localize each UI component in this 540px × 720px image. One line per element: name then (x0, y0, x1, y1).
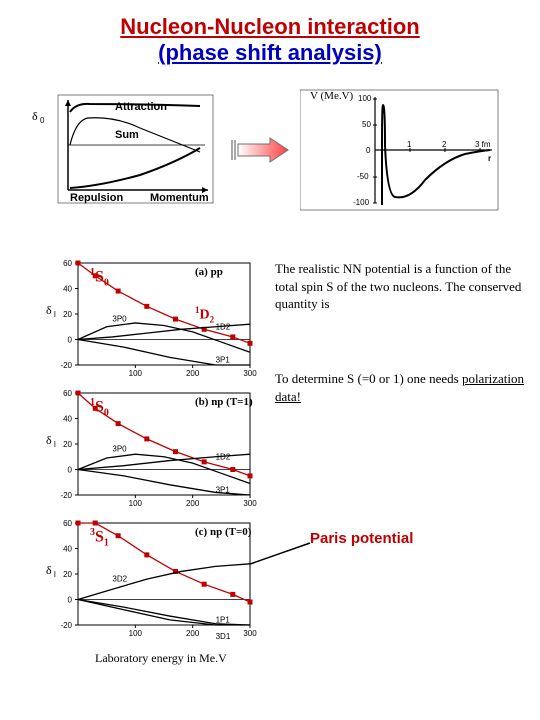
svg-text:100: 100 (129, 629, 143, 638)
svg-text:200: 200 (186, 369, 200, 378)
svg-text:50: 50 (362, 120, 371, 129)
panel-attraction-repulsion: δ 0 Attraction Sum Momentum Repulsion (30, 90, 220, 210)
svg-text:20: 20 (63, 570, 72, 579)
svg-text:r: r (488, 154, 491, 163)
svg-text:40: 40 (63, 545, 72, 554)
svg-text:l: l (54, 440, 56, 449)
page-title: Nucleon-Nucleon interaction (phase shift… (0, 0, 540, 67)
panel-a-pp: -20 0 20 40 60 100 200 300 δl (a) pp 1D2 3P0 3P1 1S0… (40, 255, 260, 385)
svg-text:1D2: 1D2 (216, 452, 231, 461)
svg-text:2: 2 (442, 140, 447, 149)
svg-text:-20: -20 (60, 361, 72, 370)
svg-text:300: 300 (243, 369, 257, 378)
svg-text:40: 40 (63, 415, 72, 424)
svg-text:100: 100 (129, 499, 143, 508)
svg-text:(a) pp: (a) pp (195, 266, 223, 278)
d-wave-label: 1D2 (195, 305, 214, 324)
paris-potential-label: Paris potential (310, 530, 413, 547)
text-determine-s: To determine S (=0 or 1) one needs polar… (275, 370, 525, 405)
svg-text:0: 0 (366, 146, 371, 155)
svg-text:(b) np (T=1): (b) np (T=1) (195, 396, 253, 408)
momentum-label: Momentum (150, 192, 209, 204)
svg-text:(c) np (T=0): (c) np (T=0) (195, 526, 252, 538)
v-mev-label: V (Me.V) (310, 90, 354, 102)
svg-text:3P0: 3P0 (112, 315, 127, 324)
title-line-2: (phase shift analysis) (158, 40, 382, 65)
svg-text:300: 300 (243, 499, 257, 508)
repulsion-label: Repulsion (70, 192, 123, 204)
svg-text:l: l (54, 310, 56, 319)
svg-text:20: 20 (63, 310, 72, 319)
svg-text:3D2: 3D2 (112, 575, 127, 584)
implies-arrow (230, 135, 290, 170)
svg-text:0: 0 (68, 596, 73, 605)
delta0-sub: 0 (40, 116, 45, 125)
svg-text:-20: -20 (60, 621, 72, 630)
svg-text:60: 60 (63, 259, 72, 268)
delta0-label: δ (32, 109, 38, 123)
svg-text:200: 200 (186, 499, 200, 508)
svg-text:60: 60 (63, 519, 72, 528)
svg-text:δ: δ (46, 303, 52, 317)
svg-text:0: 0 (68, 466, 73, 475)
svg-text:20: 20 (63, 440, 72, 449)
svg-text:0: 0 (68, 336, 73, 345)
s-wave-label: 1S0 (90, 267, 109, 289)
svg-text:1P1: 1P1 (216, 615, 231, 624)
svg-text:300: 300 (243, 629, 257, 638)
svg-text:1D2: 1D2 (216, 322, 231, 331)
panel-potential: V (Me.V) 100 50 0 -50 -100 1 2 3 fm r (300, 85, 500, 215)
svg-text:100: 100 (129, 369, 143, 378)
text-realistic-nn: The realistic NN potential is a function… (275, 260, 525, 313)
svg-text:3P1: 3P1 (216, 355, 231, 364)
svg-text:δ: δ (46, 563, 52, 577)
sum-label: Sum (115, 129, 139, 141)
title-line-1: Nucleon-Nucleon interaction (120, 14, 419, 39)
s-wave-label: 3S1 (90, 527, 109, 549)
svg-text:100: 100 (358, 94, 372, 103)
svg-text:3D1: 3D1 (216, 632, 231, 641)
svg-text:1: 1 (407, 140, 412, 149)
svg-text:60: 60 (63, 389, 72, 398)
svg-text:-50: -50 (357, 172, 369, 181)
s-wave-label: 1S0 (90, 397, 109, 419)
svg-text:3P0: 3P0 (112, 445, 127, 454)
svg-text:-100: -100 (353, 198, 370, 207)
attraction-label: Attraction (115, 101, 167, 113)
svg-text:δ: δ (46, 433, 52, 447)
svg-text:200: 200 (186, 629, 200, 638)
footer-xlabel: Laboratory energy in Me.V (95, 650, 227, 666)
svg-text:3 fm: 3 fm (475, 140, 491, 149)
panel-c-np-t0: -20 0 20 40 60 100 200 300 δl (c) np (T=0) 3D2 1P1 3… (40, 515, 260, 645)
svg-text:-20: -20 (60, 491, 72, 500)
svg-text:3P1: 3P1 (216, 485, 231, 494)
svg-text:40: 40 (63, 285, 72, 294)
panel-b-np-t1: -20 0 20 40 60 100 200 300 δl (b) np (T=1) 1D2 3P0 3… (40, 385, 260, 515)
svg-text:l: l (54, 570, 56, 579)
